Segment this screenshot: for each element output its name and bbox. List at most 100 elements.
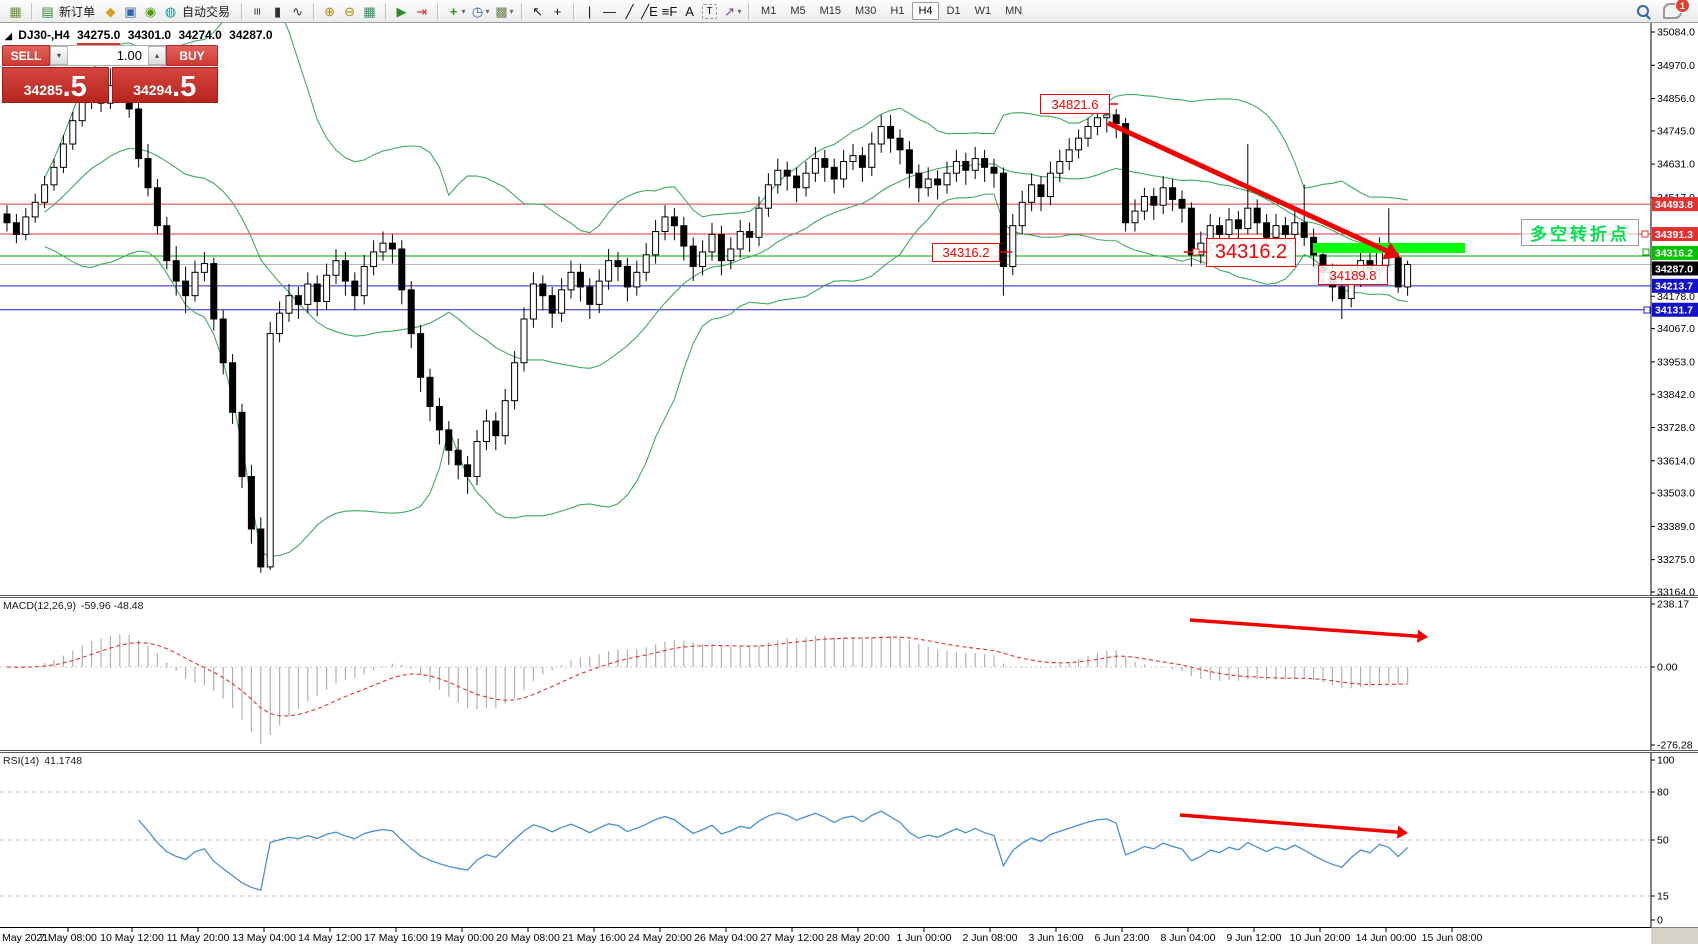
- auto-scroll-icon[interactable]: ▶: [396, 3, 407, 19]
- gold-bars-icon[interactable]: ◆: [105, 3, 116, 19]
- fibonacci-icon[interactable]: ≡F: [661, 3, 678, 19]
- macd-trend-arrow[interactable]: [1189, 618, 1428, 643]
- selection-handle[interactable]: [1642, 248, 1650, 256]
- timeframe-W1[interactable]: W1: [974, 5, 992, 17]
- svg-text:34287.0: 34287.0: [1655, 263, 1693, 275]
- buy-price-display[interactable]: 34294.5: [111, 67, 218, 103]
- sell-price-frac: .5: [62, 71, 87, 103]
- timeframe-H1[interactable]: H1: [890, 5, 905, 17]
- sell-price-display[interactable]: 34285.5: [2, 67, 109, 103]
- toolbar-separator: [31, 2, 32, 20]
- symbol-marker-icon: ◢: [5, 31, 12, 41]
- svg-text:0: 0: [1657, 915, 1663, 927]
- chart-annotations[interactable]: [999, 103, 1651, 314]
- notification-badge: 1: [1676, 0, 1689, 12]
- selection-handle[interactable]: [1641, 230, 1649, 238]
- svg-text:34316.2: 34316.2: [1655, 248, 1693, 260]
- price-tag: 34391.3: [1652, 227, 1698, 242]
- zoom-out-icon[interactable]: ⊖: [344, 3, 355, 19]
- downtrend-arrow[interactable]: [1106, 120, 1400, 260]
- main-chart-panel: 35084.034970.034856.034745.034631.034517…: [0, 23, 1698, 595]
- buy-button[interactable]: BUY: [166, 45, 218, 66]
- line-chart-icon[interactable]: ∿: [292, 3, 303, 19]
- templates-dropdown-caret-icon[interactable]: ▾: [509, 6, 514, 16]
- auto-trading-icon[interactable]: ◍: [164, 3, 177, 19]
- price-annotation-label[interactable]: 34316.2: [932, 243, 1000, 262]
- time-axis-label: 17 May 16:00: [364, 932, 428, 944]
- trendline-icon[interactable]: ╱: [625, 3, 634, 19]
- svg-text:100: 100: [1657, 755, 1675, 767]
- arrows-icon[interactable]: ↗: [724, 3, 735, 19]
- zoom-in-icon[interactable]: ⊕: [324, 3, 335, 19]
- chart-shift-icon[interactable]: ⇥: [416, 3, 427, 19]
- macd-name: MACD(12,26,9): [3, 600, 76, 612]
- time-axis[interactable]: May 2021 7 May 08:00 10 May 12:00 11 May 20…: [0, 927, 1698, 944]
- toolbar-groups: ▦ ▤ 新订单 ◆ ▣ ◉ ◍ 自动交易 ≡ ▮ ∿ ⊕ ⊖ ▦ ▶ ⇥ + ▾ ◷ ▾ ▩ ▾ ↖ + | — ╱ ╱E ≡F A T ↗ ▾: [6, 2, 743, 21]
- toolbar-separator: [437, 2, 439, 20]
- macd-values: -59.96 -48.48: [80, 600, 144, 612]
- price-annotation-label[interactable]: 34316.2: [1206, 238, 1296, 267]
- turning-point-label[interactable]: 多空转折点: [1521, 219, 1639, 246]
- main-chart-canvas[interactable]: 35084.034970.034856.034745.034631.034517…: [0, 23, 1698, 595]
- time-axis-label: 11 May 20:00: [167, 932, 230, 944]
- panel-separator[interactable]: [0, 595, 1698, 598]
- arrows-dropdown-caret-icon[interactable]: ▾: [737, 6, 742, 16]
- vertical-line-icon[interactable]: |: [587, 3, 592, 19]
- price-tag: 34213.7: [1652, 278, 1698, 293]
- text-icon[interactable]: A: [685, 3, 694, 19]
- sell-button[interactable]: SELL: [2, 45, 50, 66]
- selection-handle[interactable]: [1192, 248, 1200, 256]
- volume-increase-button[interactable]: ▴: [148, 46, 166, 65]
- signal-icon[interactable]: ◉: [144, 3, 157, 19]
- toolbar-separator: [313, 2, 315, 20]
- price-annotation-label[interactable]: 34821.6: [1040, 94, 1110, 114]
- search-icon[interactable]: [1637, 5, 1649, 17]
- volume-decrease-button[interactable]: ▾: [50, 46, 68, 65]
- macd-histogram: [15, 634, 1409, 744]
- periods-icon[interactable]: ◷: [471, 3, 484, 19]
- price-tag: 34131.7: [1652, 302, 1698, 317]
- macd-canvas[interactable]: 238.17 0.00 -276.28: [0, 598, 1698, 750]
- svg-text:33728.0: 33728.0: [1657, 422, 1695, 434]
- timeframe-MN[interactable]: MN: [1005, 5, 1023, 17]
- timeframe-M1[interactable]: M1: [761, 5, 777, 17]
- svg-text:-276.28: -276.28: [1657, 740, 1693, 751]
- toolbar-separator: [521, 2, 523, 20]
- panel-separator[interactable]: [0, 750, 1698, 753]
- bar-chart-icon[interactable]: ≡: [250, 7, 266, 15]
- candlestick-chart-icon[interactable]: ▮: [273, 3, 282, 19]
- timeframe-M30[interactable]: M30: [855, 5, 877, 17]
- ohlc-high: 34301.0: [127, 28, 172, 42]
- svg-text:34131.7: 34131.7: [1655, 305, 1693, 317]
- notifications-icon[interactable]: 1: [1663, 0, 1689, 19]
- timeframe-D1[interactable]: D1: [946, 5, 961, 17]
- selection-handle[interactable]: [1643, 306, 1651, 314]
- market-watch-icon[interactable]: ▣: [124, 3, 137, 19]
- equidistant-channel-icon[interactable]: ╱E: [641, 3, 658, 19]
- svg-text:34391.3: 34391.3: [1655, 229, 1693, 241]
- volume-input[interactable]: 1.00: [116, 48, 142, 63]
- toolbar-separator: [748, 2, 750, 20]
- timeframe-M5[interactable]: M5: [790, 5, 806, 17]
- volume-control: ▾ 1.00 ▴: [50, 45, 166, 66]
- time-axis-label: 21 May 16:00: [562, 932, 626, 944]
- indicators-icon[interactable]: +: [449, 3, 458, 19]
- rsi-canvas[interactable]: 100 80 50 15 0: [0, 753, 1698, 927]
- timeframe-M15[interactable]: M15: [819, 5, 841, 17]
- cursor-icon[interactable]: ↖: [532, 3, 543, 19]
- periods-dropdown-caret-icon[interactable]: ▾: [485, 6, 490, 16]
- new-order-icon[interactable]: ▤: [41, 3, 54, 19]
- templates-icon[interactable]: ▩: [495, 3, 508, 19]
- timeframe-toolbar: M1 M5 M15 M30 H1 H4 D1 W1 MN: [754, 2, 1029, 20]
- horizontal-line-icon[interactable]: —: [603, 3, 617, 19]
- horizontal-price-lines[interactable]: [0, 203, 1651, 311]
- tile-windows-icon[interactable]: ▦: [363, 3, 376, 19]
- timeframe-H4[interactable]: H4: [912, 2, 939, 20]
- text-label-icon[interactable]: T: [702, 3, 718, 19]
- chart-window-icon[interactable]: ▦: [9, 3, 22, 19]
- crosshair-icon[interactable]: +: [553, 3, 562, 19]
- price-annotation-label[interactable]: 34189.8: [1318, 265, 1388, 285]
- rsi-name: RSI(14): [3, 755, 40, 767]
- indicators-dropdown-caret-icon[interactable]: ▾: [461, 6, 466, 16]
- rsi-trend-arrow[interactable]: [1179, 813, 1408, 839]
